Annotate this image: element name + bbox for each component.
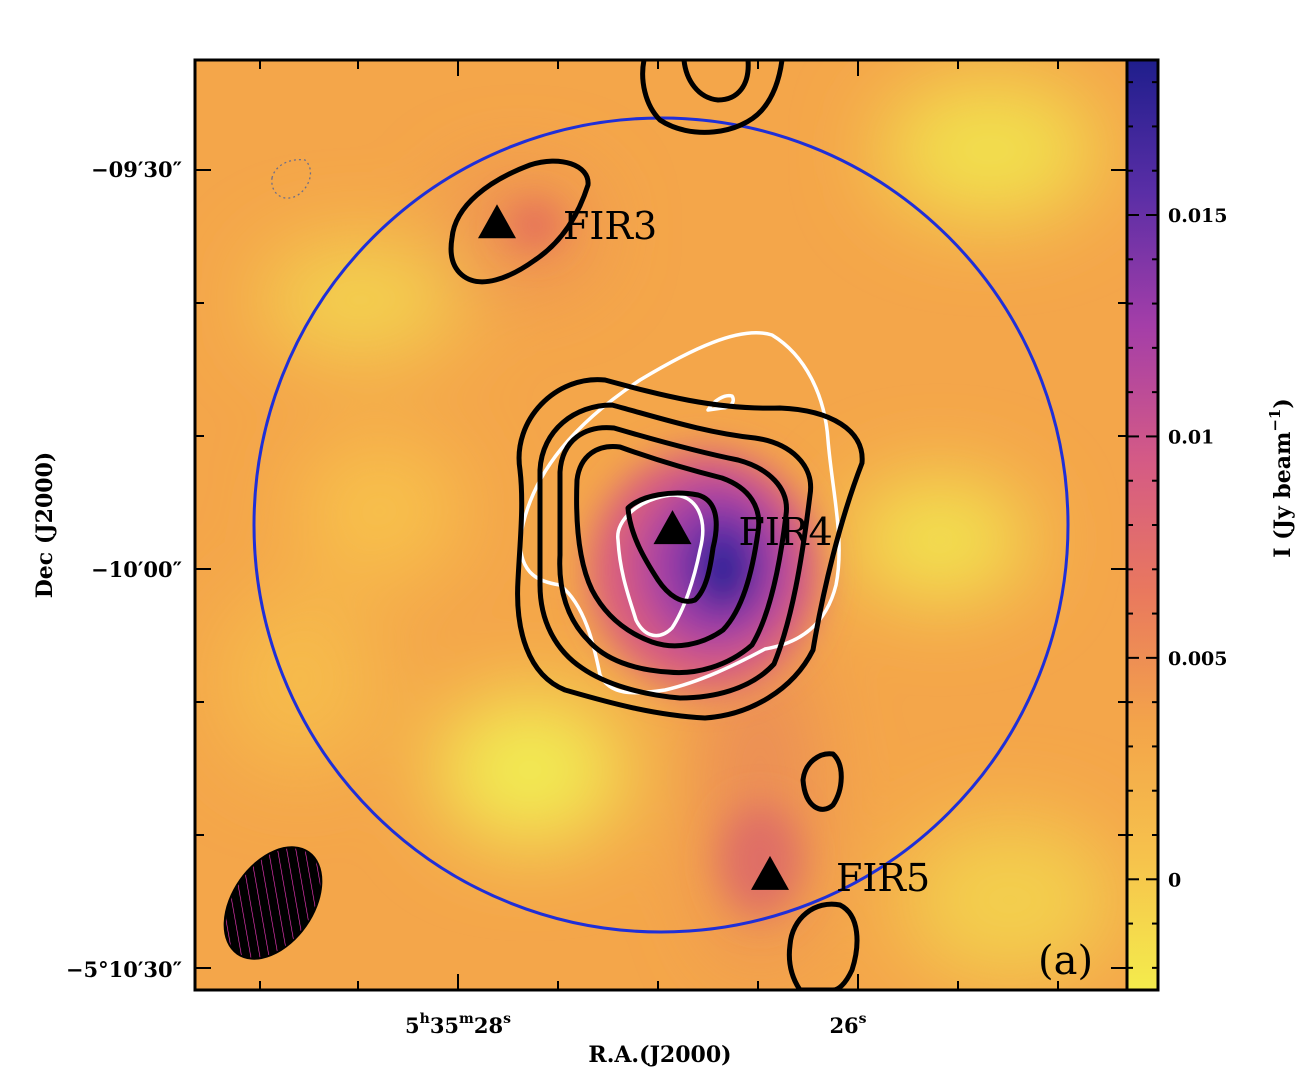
- white-contour-outer: [518, 331, 841, 695]
- colorbar-tick-label: 0.01: [1168, 426, 1214, 448]
- colorbar-labels: 0 0.005 0.01 0.015: [1168, 205, 1228, 891]
- y-tick-label: −10′00″: [91, 557, 182, 582]
- negative-contour: [271, 159, 312, 199]
- panel-label: (a): [1038, 938, 1093, 984]
- black-contour-main-2: [537, 402, 814, 701]
- source-marker-fir4: [653, 510, 692, 545]
- black-contour-south-small: [800, 751, 844, 812]
- source-marker-fir3: [478, 204, 516, 239]
- black-contour-top-outer: [640, 60, 785, 135]
- map-smooth-structure: [220, 80, 1120, 980]
- source-marker-fir5: [751, 855, 789, 890]
- x-tick-label-26s: 26s: [829, 1011, 866, 1038]
- black-contour-main-3: [557, 425, 789, 676]
- colorbar: 0 0.005 0.01 0.015 I (Jy beam−1): [1125, 58, 1296, 992]
- y-axis-title: Dec (J2000): [32, 452, 58, 599]
- intensity-map: [195, 60, 1127, 990]
- black-contour-main-5: [625, 490, 719, 604]
- white-contour-inner: [616, 493, 705, 638]
- colorbar-ticks: [1127, 81, 1158, 969]
- colorbar-tick-label: 0.005: [1168, 648, 1228, 670]
- black-contour-top-inner: [681, 60, 751, 103]
- y-tick-label: −5°10′30″: [66, 957, 182, 982]
- source-label-fir3: FIR3: [563, 204, 657, 248]
- x-axis-title: R.A.(J2000): [588, 1042, 731, 1068]
- x-tick-label-28s: 5h35m28s: [405, 1011, 511, 1038]
- colorbar-title: I (Jy beam−1): [1266, 398, 1296, 558]
- black-contour-main-1: [515, 377, 865, 721]
- colorbar-tick-label: 0: [1168, 869, 1181, 891]
- sources-layer: FIR3 FIR4 FIR5: [478, 204, 930, 900]
- source-label-fir4: FIR4: [739, 510, 833, 554]
- black-contour-fir3: [448, 158, 591, 285]
- y-tick-label: −09′30″: [91, 157, 182, 182]
- synthesized-beam: [223, 846, 323, 960]
- source-label-fir5: FIR5: [836, 856, 930, 900]
- black-contour-south: [786, 901, 860, 990]
- colorbar-tick-label: 0.015: [1168, 205, 1228, 227]
- black-contour-main-4: [574, 444, 762, 649]
- black-contours: [448, 60, 865, 990]
